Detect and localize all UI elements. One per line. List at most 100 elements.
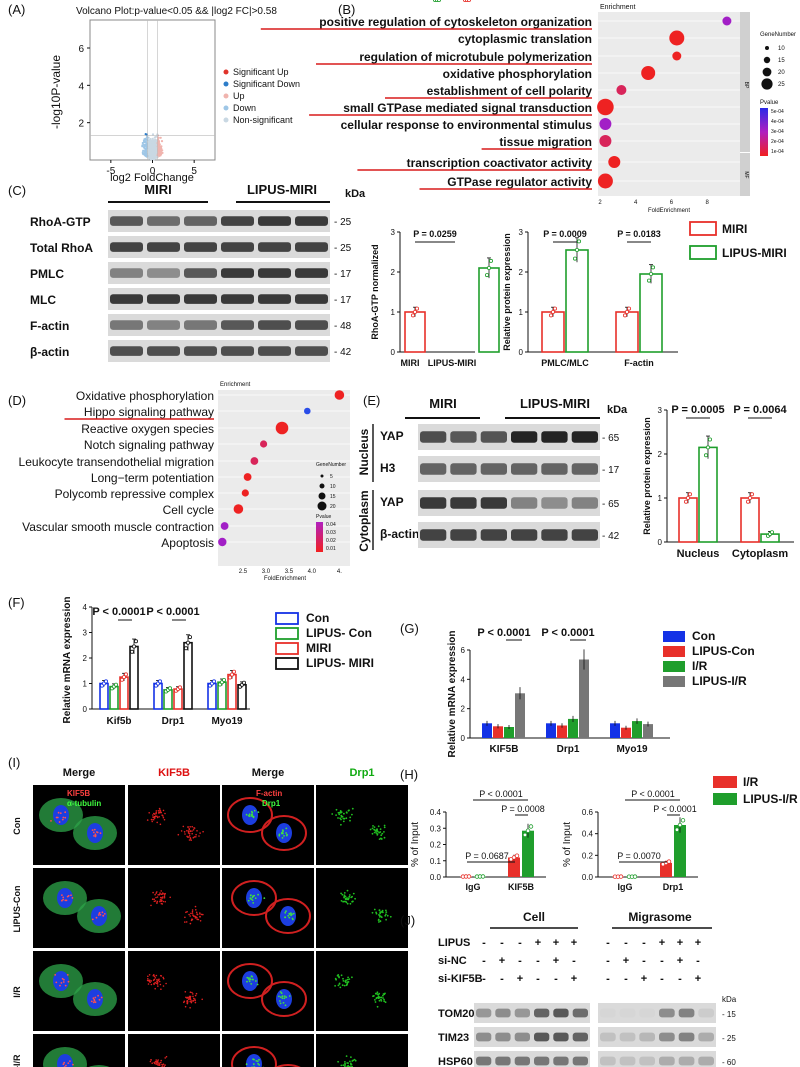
green-puncta bbox=[337, 811, 340, 814]
red-puncta bbox=[158, 807, 161, 810]
data-point bbox=[551, 309, 556, 314]
blot-row-label: H3 bbox=[380, 461, 396, 475]
red-puncta bbox=[187, 836, 189, 838]
enrichment-dot bbox=[233, 504, 244, 514]
data-point bbox=[770, 530, 775, 535]
red-puncta bbox=[56, 816, 59, 819]
blot-band bbox=[571, 529, 598, 541]
green-puncta bbox=[263, 897, 266, 899]
blot-band bbox=[147, 346, 180, 356]
red-puncta bbox=[202, 830, 204, 833]
green-puncta bbox=[278, 833, 281, 836]
red-puncta bbox=[182, 825, 185, 828]
microscopy-image bbox=[128, 868, 220, 948]
blot-band bbox=[184, 216, 217, 226]
treatment-sign: - bbox=[606, 937, 610, 949]
p-value-label: P < 0.0001 bbox=[477, 627, 530, 639]
blot-band bbox=[110, 242, 143, 252]
green-puncta bbox=[331, 813, 334, 815]
red-puncta bbox=[188, 835, 191, 837]
green-puncta bbox=[340, 814, 343, 817]
cell-actin bbox=[231, 880, 277, 916]
red-puncta bbox=[156, 983, 159, 985]
red-puncta bbox=[190, 839, 192, 841]
blot-band bbox=[534, 1032, 550, 1042]
x-category-label: Kif5b bbox=[107, 716, 132, 727]
blot-band bbox=[698, 1032, 714, 1042]
blot-row-label: YAP bbox=[380, 495, 404, 509]
migrasome-blot-row bbox=[598, 1051, 716, 1067]
green-puncta bbox=[258, 1064, 261, 1066]
green-puncta bbox=[247, 899, 250, 902]
cell-actin bbox=[231, 1046, 277, 1067]
x-tick-label: 3.5 bbox=[285, 569, 294, 575]
green-puncta bbox=[384, 1001, 387, 1004]
green-puncta bbox=[339, 986, 342, 989]
size-legend-dot bbox=[320, 474, 324, 478]
blot-band bbox=[258, 242, 291, 252]
red-puncta bbox=[67, 1062, 70, 1064]
green-puncta bbox=[285, 996, 288, 999]
red-puncta bbox=[161, 896, 164, 898]
green-puncta bbox=[279, 996, 282, 998]
treatment-label: LIPUS bbox=[438, 937, 470, 949]
green-puncta bbox=[383, 831, 385, 833]
treatment-sign: + bbox=[571, 937, 577, 949]
x-tick-label: 6 bbox=[670, 200, 674, 206]
p-legend-label: 0.04 bbox=[326, 522, 336, 528]
green-puncta bbox=[375, 832, 378, 834]
green-puncta bbox=[378, 916, 381, 918]
bar bbox=[610, 723, 620, 738]
bar bbox=[227, 673, 237, 710]
legend-swatch bbox=[223, 81, 229, 87]
blot-band bbox=[258, 320, 291, 330]
treatment-sign: - bbox=[624, 973, 628, 985]
red-puncta bbox=[189, 991, 192, 993]
green-puncta bbox=[379, 828, 382, 830]
blot-background bbox=[418, 522, 600, 548]
western-blot-band-row bbox=[108, 236, 330, 258]
cell-blot-row bbox=[474, 1027, 590, 1047]
cell-nucleus bbox=[87, 989, 103, 1009]
green-puncta bbox=[258, 1058, 260, 1061]
enrichment-dot bbox=[608, 156, 621, 168]
green-puncta bbox=[281, 997, 284, 1000]
volcano-point bbox=[148, 146, 151, 149]
red-puncta bbox=[154, 893, 156, 896]
bar bbox=[119, 676, 129, 710]
red-puncta bbox=[61, 977, 64, 980]
green-puncta bbox=[285, 827, 288, 830]
data-point bbox=[618, 874, 624, 879]
green-puncta bbox=[284, 916, 287, 919]
y-axis-label: -log10P-value bbox=[49, 55, 63, 129]
red-puncta bbox=[162, 977, 165, 980]
kegg-term-label: Vascular smooth muscle contraction bbox=[22, 520, 214, 534]
green-puncta bbox=[351, 976, 353, 979]
blot-row-label: HSP60 bbox=[438, 1056, 473, 1067]
cell-actin bbox=[275, 1064, 301, 1067]
green-puncta bbox=[344, 1063, 346, 1066]
volcano-point bbox=[154, 155, 157, 158]
y-tick-label: 0 bbox=[461, 734, 466, 743]
green-puncta bbox=[249, 977, 251, 979]
bar bbox=[660, 862, 672, 877]
volcano-point bbox=[149, 143, 152, 146]
green-puncta bbox=[288, 916, 291, 919]
volcano-point bbox=[143, 147, 147, 150]
data-point bbox=[553, 306, 558, 311]
red-puncta bbox=[183, 831, 186, 833]
red-puncta bbox=[148, 812, 150, 814]
red-puncta bbox=[200, 913, 203, 916]
blot-row-label: β-actin bbox=[30, 345, 69, 359]
green-puncta bbox=[383, 824, 386, 827]
treatment-sign: + bbox=[659, 937, 665, 949]
blot-band bbox=[221, 216, 254, 226]
data-point bbox=[627, 306, 632, 311]
red-puncta bbox=[155, 812, 157, 815]
image-background bbox=[128, 951, 220, 1031]
red-puncta bbox=[153, 815, 156, 818]
red-puncta bbox=[149, 981, 151, 983]
volcano-point bbox=[151, 137, 154, 140]
red-puncta bbox=[57, 811, 60, 814]
